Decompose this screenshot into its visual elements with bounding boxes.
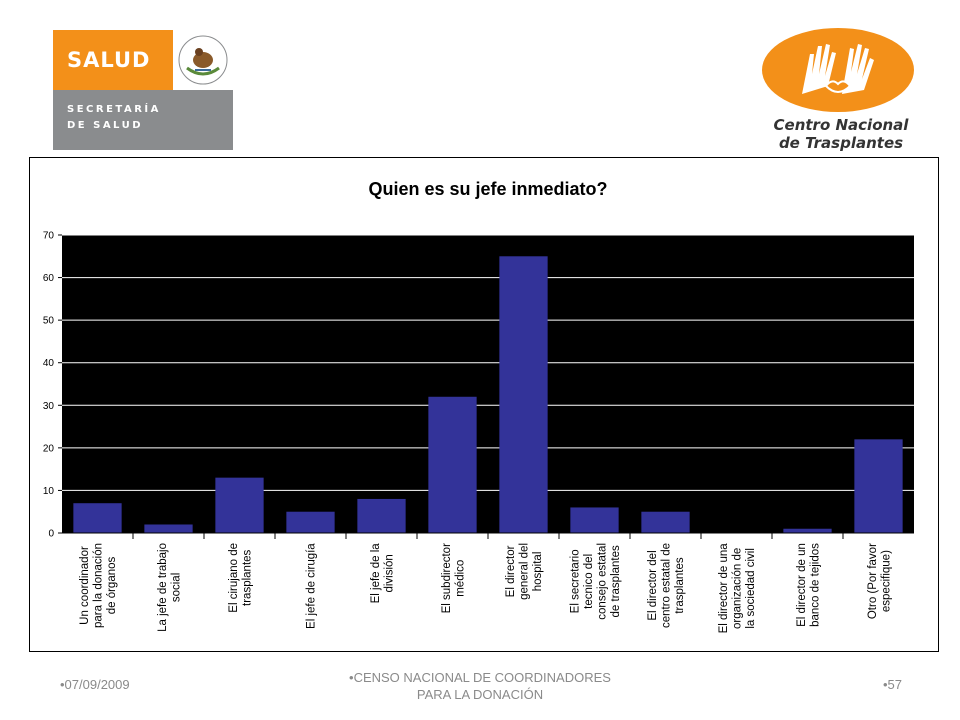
- x-tick-label: El director de un banco de tejidos: [796, 543, 822, 627]
- x-tick-label: El subdirector médico: [441, 543, 467, 613]
- y-tick-label: 10: [43, 486, 55, 497]
- x-tick-label-line: tecnico del: [583, 554, 595, 609]
- bar: [357, 498, 406, 533]
- bar: [73, 503, 122, 533]
- x-tick-label-line: división: [383, 554, 395, 592]
- bar: [144, 524, 193, 533]
- salud-logo-word: SALUD: [67, 48, 151, 72]
- footer-center-line1: •CENSO NACIONAL DE COORDINADORES: [349, 670, 611, 685]
- x-tick-label-line: Un coordinador: [79, 546, 91, 625]
- x-tick-label-line: de trasplantes: [610, 545, 622, 617]
- x-tick-label-line: médico: [454, 560, 466, 597]
- x-tick-label-line: El director del: [647, 550, 659, 620]
- chart-frame: Quien es su jefe inmediato? 0 10 20 30 40 50 60…: [29, 157, 939, 652]
- x-tick-label-line: El director de una: [718, 543, 730, 634]
- mexico-seal-icon: [173, 30, 233, 90]
- x-tick-label: Otro (Por favor especifique): [867, 543, 893, 619]
- bar-chart: Quien es su jefe inmediato? 0 10 20 30 40 50 60…: [43, 179, 914, 634]
- footer-date: •07/09/2009: [60, 677, 130, 692]
- y-tick-label: 30: [43, 401, 55, 412]
- x-tick-label-line: El director: [505, 545, 517, 597]
- x-tick-label-line: la sociedad civil: [745, 548, 757, 629]
- x-tick-label-line: de órganos: [106, 557, 118, 615]
- x-tick-label-line: trasplantes: [241, 549, 253, 606]
- bar: [428, 396, 477, 533]
- bar: [641, 511, 690, 533]
- x-tick-label-line: El jefe de la: [370, 543, 382, 604]
- x-tick-label: El cirujano de trasplantes: [228, 543, 254, 613]
- bar: [783, 528, 832, 533]
- y-tick-label: 40: [43, 358, 55, 369]
- salud-logo-orange-block: SALUD: [53, 30, 173, 90]
- cnt-logo-line1: Centro Nacional: [773, 116, 909, 134]
- y-tick-label: 50: [43, 316, 55, 327]
- y-tick-label: 60: [43, 273, 55, 284]
- bar: [499, 256, 548, 533]
- salud-logo-grey-block: SECRETARÍA DE SALUD: [53, 90, 233, 150]
- x-tick-label-line: consejo estatal: [596, 543, 608, 620]
- x-tick-label-line: banco de tejidos: [809, 543, 821, 627]
- footer-center-line2: PARA LA DONACIÓN: [416, 687, 544, 702]
- x-tick-label: El director del centro estatal de trasplan…: [647, 543, 686, 628]
- bar: [570, 507, 619, 533]
- x-tick-label-line: Otro (Por favor: [867, 543, 879, 619]
- plot-area: [62, 235, 914, 533]
- cnt-logo: Centro Nacional de Trasplantes: [752, 24, 922, 154]
- x-tick-label: Un coordinador para la donación de órganos: [79, 543, 118, 628]
- bar: [854, 439, 903, 533]
- x-tick-label-line: organización de: [732, 548, 744, 629]
- salud-logo: SALUD SECRETARÍA DE SALUD: [53, 30, 233, 150]
- x-tick-label: El director de una organización de la soci…: [718, 543, 757, 634]
- x-tick-label: El secretario tecnico del consejo estatal d…: [569, 543, 622, 620]
- x-tick-label-line: para la donación: [93, 543, 105, 628]
- cnt-hands-icon: [762, 28, 914, 112]
- y-tick-label: 70: [43, 231, 55, 242]
- x-tick-label-line: La jefe de trabajo: [157, 543, 169, 632]
- y-tick-label: 20: [43, 443, 55, 454]
- x-tick-label: El jefe de cirugía: [306, 543, 318, 629]
- bar: [286, 511, 335, 533]
- salud-logo-line2: DE SALUD: [67, 120, 143, 131]
- footer-page-number: •57: [883, 677, 903, 692]
- cnt-logo-line2: de Trasplantes: [778, 134, 904, 152]
- x-tick-label-line: El cirujano de: [228, 543, 240, 613]
- x-tick-label: La jefe de trabajo social: [157, 543, 183, 632]
- x-tick-label: El director general del hospital: [505, 543, 544, 600]
- x-tick-label-line: social: [170, 573, 182, 602]
- x-tick-label: El jefe de la división: [370, 543, 396, 604]
- footer-center: •CENSO NACIONAL DE COORDINADORES PARA LA…: [320, 669, 640, 703]
- x-tick-label-line: El secretario: [569, 549, 581, 613]
- chart-title: Quien es su jefe inmediato?: [368, 179, 607, 199]
- x-tick-label-line: hospital: [532, 552, 544, 592]
- x-tick-label-line: centro estatal de: [661, 543, 673, 628]
- salud-logo-line1: SECRETARÍA: [67, 104, 161, 115]
- x-tick-label-line: general del: [519, 543, 531, 600]
- x-tick-label-line: El subdirector: [441, 543, 453, 613]
- y-tick-label: 0: [48, 529, 54, 540]
- x-tick-label-line: El jefe de cirugía: [306, 543, 318, 629]
- x-tick-label-line: trasplantes: [674, 557, 686, 614]
- bar: [215, 477, 264, 533]
- x-tick-label-line: El director de un: [796, 543, 808, 627]
- x-tick-label-line: especifique): [880, 550, 892, 612]
